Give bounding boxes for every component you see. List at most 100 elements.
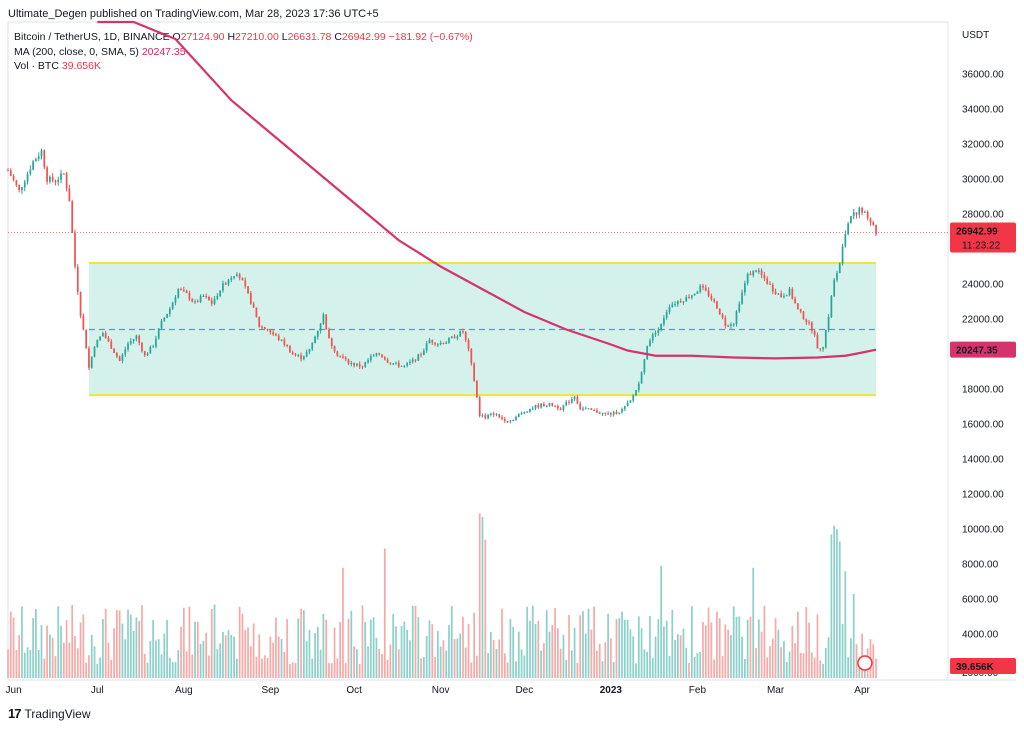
volume-bar (68, 642, 71, 678)
time-tick-label: Jul (91, 685, 104, 696)
volume-bar (735, 616, 738, 678)
volume-bar (654, 636, 657, 678)
volume-bar (534, 623, 537, 678)
volume-bar (280, 639, 283, 678)
candle-body (420, 354, 422, 356)
volume-bar (115, 610, 118, 678)
time-tick-label: 2023 (600, 685, 623, 696)
candle-body (797, 303, 799, 310)
volume-bar (269, 636, 272, 678)
candle-body (121, 354, 124, 361)
candle-body (316, 330, 319, 337)
candle-body (244, 280, 247, 287)
event-flag-icon (857, 655, 873, 671)
candle-body (816, 334, 819, 349)
candle-body (665, 312, 668, 318)
candle-body (138, 335, 141, 343)
candle-body (358, 363, 361, 367)
legend-ma-label[interactable]: MA (200, close, 0, SMA, 5) (14, 45, 139, 58)
candle-body (498, 414, 501, 418)
candle-body (37, 156, 40, 159)
volume-bar (249, 646, 252, 678)
candle-body (738, 303, 741, 312)
volume-bar (565, 660, 568, 678)
volume-bar (649, 616, 651, 678)
volume-bar (462, 616, 464, 678)
candle-body (241, 277, 244, 281)
volume-bar (138, 621, 141, 678)
volume-bar (185, 651, 188, 678)
volume-bar (305, 641, 308, 678)
candle-body (236, 274, 238, 277)
volume-bar (769, 646, 771, 678)
candle-body (403, 365, 406, 367)
volume-bar (615, 619, 618, 678)
volume-bar (836, 529, 838, 678)
candle-body (263, 327, 266, 329)
candle-body (425, 343, 428, 351)
volume-bar (771, 638, 774, 678)
volume-bar (467, 623, 470, 678)
volume-bar (328, 662, 330, 678)
volume-bar (668, 655, 671, 678)
volume-bar (802, 653, 805, 678)
volume-bar (646, 651, 649, 678)
volume-bar (308, 629, 311, 678)
candle-body (54, 180, 57, 183)
volume-bar (766, 657, 769, 678)
volume-bar (291, 662, 294, 678)
volume-bar (685, 647, 688, 678)
volume-bar (191, 654, 194, 678)
volume-bar (598, 643, 601, 678)
candle-body (534, 405, 537, 409)
volume-bar (378, 649, 381, 678)
volume-bar (576, 662, 579, 678)
time-axis[interactable]: Jun Jul Aug Sep Oct Nov Dec 2023 Feb Mar Apr (6, 685, 871, 696)
candle-body (60, 173, 62, 180)
volume-bar (149, 640, 152, 678)
candle-body (330, 338, 333, 347)
volume-bar (244, 630, 247, 678)
candle-body (520, 412, 523, 415)
volume-bar (621, 611, 623, 678)
candle-body (688, 296, 690, 298)
volume-bar (607, 613, 609, 678)
candle-body (300, 355, 302, 360)
volume-bar (79, 622, 82, 678)
volume-bar (18, 635, 21, 678)
volume-bar (90, 634, 93, 678)
volume-bar (858, 663, 861, 678)
candle-body (526, 411, 529, 413)
candle-body (194, 301, 196, 303)
time-tick-label: Dec (515, 685, 533, 696)
candle-body (347, 359, 350, 364)
time-tick-label: Oct (346, 685, 362, 696)
volume-bar (548, 631, 551, 678)
candle-body (771, 284, 774, 292)
volume-bar (57, 606, 60, 678)
volume-bar (188, 606, 191, 678)
candle-body (308, 349, 311, 353)
volume-bar (693, 656, 696, 678)
candle-body (93, 347, 96, 357)
candle-body (626, 402, 629, 407)
candle-body (579, 403, 582, 410)
legend-symbol[interactable]: Bitcoin / TetherUS, 1D, BINANCE (14, 31, 170, 43)
volume-bar (43, 658, 46, 678)
candle-body (802, 311, 805, 320)
legend-vol-label[interactable]: Vol · BTC (14, 60, 59, 72)
volume-bar (688, 662, 690, 678)
candle-body (671, 304, 674, 307)
volume-bar (777, 629, 780, 678)
candle-body (124, 349, 127, 355)
price-tick-label: 36000.00 (962, 70, 1004, 81)
candle-body (649, 340, 651, 346)
volume-bar (657, 619, 660, 678)
candle-body (115, 352, 118, 357)
volume-bar (118, 610, 121, 678)
candle-body (210, 300, 213, 304)
volume-bar (277, 636, 280, 678)
volume-bar (177, 650, 180, 678)
volume-bar (163, 633, 166, 678)
